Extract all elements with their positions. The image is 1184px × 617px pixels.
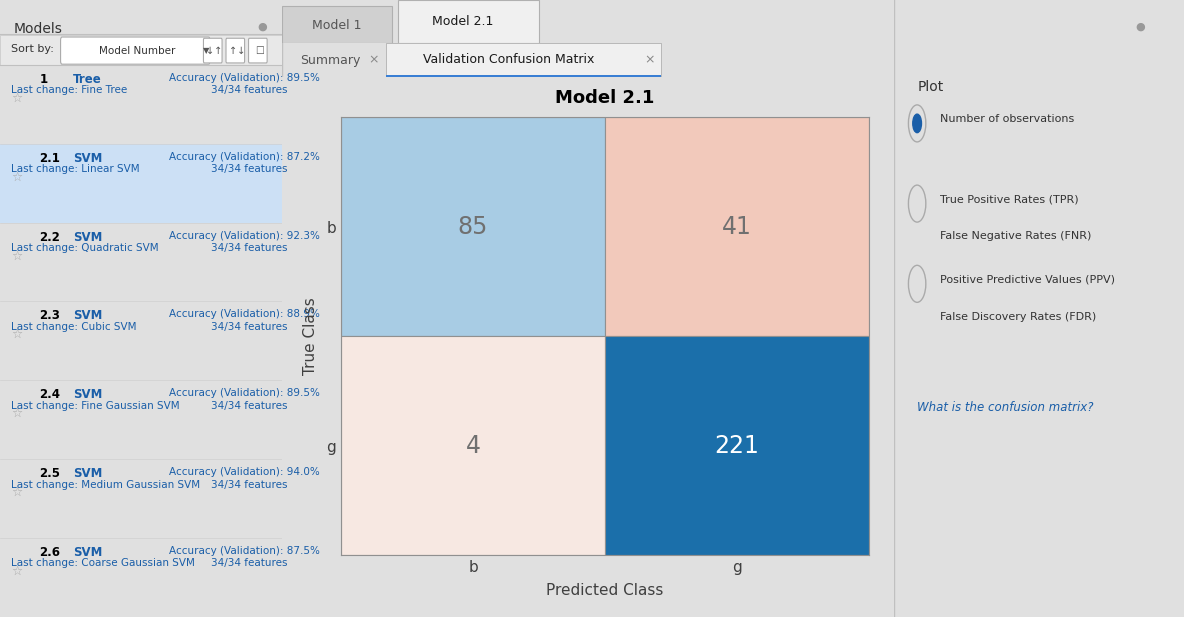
Text: ☆: ☆ bbox=[12, 91, 22, 104]
Text: ☆: ☆ bbox=[12, 486, 22, 499]
Text: ☆: ☆ bbox=[12, 565, 22, 578]
Circle shape bbox=[913, 114, 921, 133]
Text: SVM: SVM bbox=[73, 388, 103, 401]
Text: Tree: Tree bbox=[73, 73, 102, 86]
Bar bbox=[605, 336, 869, 555]
Text: 85: 85 bbox=[458, 215, 488, 239]
Text: False Negative Rates (FNR): False Negative Rates (FNR) bbox=[940, 231, 1092, 241]
Text: Models: Models bbox=[14, 22, 63, 36]
Title: Model 2.1: Model 2.1 bbox=[555, 89, 655, 107]
Text: Number of observations: Number of observations bbox=[940, 114, 1075, 124]
FancyBboxPatch shape bbox=[204, 38, 223, 63]
Text: Last change: Fine Gaussian SVM: Last change: Fine Gaussian SVM bbox=[12, 400, 180, 411]
Bar bbox=[605, 117, 869, 336]
Text: 1: 1 bbox=[39, 73, 47, 86]
Bar bbox=[341, 336, 605, 555]
Text: ●: ● bbox=[1135, 22, 1145, 31]
Text: 34/34 features: 34/34 features bbox=[211, 400, 288, 411]
X-axis label: Predicted Class: Predicted Class bbox=[547, 584, 664, 598]
Text: Accuracy (Validation): 92.3%: Accuracy (Validation): 92.3% bbox=[169, 231, 320, 241]
Text: Model 1: Model 1 bbox=[313, 19, 361, 31]
Y-axis label: True Class: True Class bbox=[303, 297, 318, 375]
Text: 2.3: 2.3 bbox=[39, 310, 60, 323]
Text: Validation Confusion Matrix: Validation Confusion Matrix bbox=[423, 53, 594, 66]
Text: 221: 221 bbox=[715, 434, 760, 458]
Text: SVM: SVM bbox=[73, 310, 103, 323]
Text: 34/34 features: 34/34 features bbox=[211, 558, 288, 568]
FancyBboxPatch shape bbox=[249, 38, 268, 63]
Text: ↑↓: ↑↓ bbox=[229, 46, 245, 56]
Text: Last change: Linear SVM: Last change: Linear SVM bbox=[12, 164, 140, 174]
Text: 34/34 features: 34/34 features bbox=[211, 243, 288, 253]
Text: Plot: Plot bbox=[918, 80, 944, 94]
Text: 34/34 features: 34/34 features bbox=[211, 164, 288, 174]
Text: Sort by:: Sort by: bbox=[12, 44, 54, 54]
Text: Model 2.1: Model 2.1 bbox=[432, 15, 493, 28]
Text: SVM: SVM bbox=[73, 467, 103, 480]
Text: Accuracy (Validation): 87.5%: Accuracy (Validation): 87.5% bbox=[169, 546, 320, 556]
Text: 2.5: 2.5 bbox=[39, 467, 60, 480]
Text: 2.6: 2.6 bbox=[39, 546, 60, 559]
Text: 34/34 features: 34/34 features bbox=[211, 85, 288, 95]
Text: 41: 41 bbox=[722, 215, 752, 239]
Text: Positive Predictive Values (PPV): Positive Predictive Values (PPV) bbox=[940, 275, 1115, 284]
Text: 4: 4 bbox=[465, 434, 481, 458]
Bar bbox=[0, 35, 282, 65]
Bar bbox=[398, 0, 539, 43]
Text: ☆: ☆ bbox=[12, 328, 22, 341]
Text: Model Number: Model Number bbox=[98, 46, 175, 56]
Text: 2.2: 2.2 bbox=[39, 231, 60, 244]
Text: SVM: SVM bbox=[73, 152, 103, 165]
Text: 2.1: 2.1 bbox=[39, 152, 60, 165]
Text: ×: × bbox=[644, 53, 655, 66]
Text: ×: × bbox=[368, 54, 379, 67]
Text: What is the confusion matrix?: What is the confusion matrix? bbox=[918, 401, 1094, 414]
Text: Accuracy (Validation): 87.2%: Accuracy (Validation): 87.2% bbox=[169, 152, 320, 162]
Text: Last change: Quadratic SVM: Last change: Quadratic SVM bbox=[12, 243, 159, 253]
Text: Accuracy (Validation): 89.5%: Accuracy (Validation): 89.5% bbox=[169, 73, 320, 83]
Text: 2.4: 2.4 bbox=[39, 388, 60, 401]
Text: True Positive Rates (TPR): True Positive Rates (TPR) bbox=[940, 194, 1079, 204]
Text: Summary: Summary bbox=[301, 54, 361, 67]
Text: ☆: ☆ bbox=[12, 407, 22, 420]
Text: ☆: ☆ bbox=[12, 170, 22, 183]
Text: False Discovery Rates (FDR): False Discovery Rates (FDR) bbox=[940, 312, 1096, 321]
Text: Last change: Cubic SVM: Last change: Cubic SVM bbox=[12, 322, 137, 332]
Text: SVM: SVM bbox=[73, 546, 103, 559]
Text: Accuracy (Validation): 88.9%: Accuracy (Validation): 88.9% bbox=[169, 310, 320, 320]
Text: ☐: ☐ bbox=[255, 46, 264, 56]
Bar bbox=[341, 117, 605, 336]
Text: Last change: Fine Tree: Last change: Fine Tree bbox=[12, 85, 128, 95]
Bar bbox=[0, 144, 282, 223]
Text: Accuracy (Validation): 89.5%: Accuracy (Validation): 89.5% bbox=[169, 388, 320, 399]
Bar bbox=[282, 7, 392, 43]
FancyBboxPatch shape bbox=[60, 37, 210, 64]
Text: ●: ● bbox=[257, 22, 266, 31]
Text: Last change: Coarse Gaussian SVM: Last change: Coarse Gaussian SVM bbox=[12, 558, 195, 568]
Bar bbox=[386, 75, 662, 77]
FancyBboxPatch shape bbox=[226, 38, 245, 63]
Text: ↓↑: ↓↑ bbox=[206, 46, 223, 56]
Text: ☆: ☆ bbox=[12, 249, 22, 262]
Bar bbox=[386, 43, 662, 77]
Text: Accuracy (Validation): 94.0%: Accuracy (Validation): 94.0% bbox=[169, 467, 320, 477]
Text: Last change: Medium Gaussian SVM: Last change: Medium Gaussian SVM bbox=[12, 479, 200, 489]
Text: 34/34 features: 34/34 features bbox=[211, 479, 288, 489]
Text: 34/34 features: 34/34 features bbox=[211, 322, 288, 332]
Text: ▼: ▼ bbox=[202, 46, 210, 55]
Text: SVM: SVM bbox=[73, 231, 103, 244]
